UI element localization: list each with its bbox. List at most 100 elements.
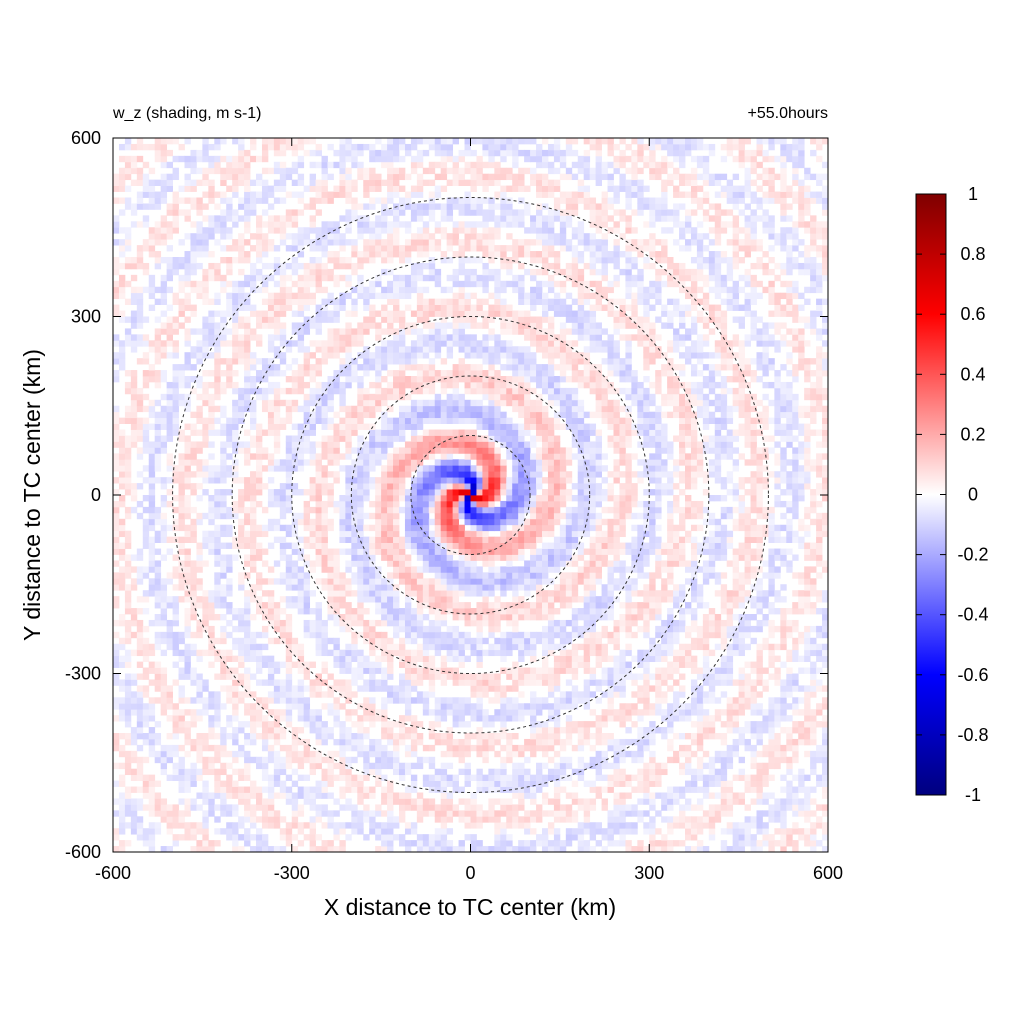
heatmap-cell [434,572,442,579]
heatmap-cell [267,489,275,496]
heatmap-cell [375,572,382,579]
heatmap-cell [470,685,477,692]
heatmap-cell [327,649,334,657]
heatmap-cell [476,435,483,442]
heatmap-cell [345,155,352,163]
heatmap-cell [130,756,138,764]
heatmap-cell [202,423,209,430]
heatmap-cell [476,441,483,448]
heatmap-cell [357,471,364,478]
heatmap-cell [113,185,120,192]
heatmap-cell [238,161,245,169]
heatmap-cell [297,810,305,817]
heatmap-cell [208,697,215,704]
heatmap-cell [470,578,477,585]
heatmap-cell [124,721,132,728]
heatmap-cell [470,167,477,175]
heatmap-cell [178,459,185,466]
heatmap-cell [154,614,162,621]
heatmap-cell [244,179,251,186]
heatmap-cell [232,667,239,674]
heatmap-cell [410,274,418,282]
heatmap-cell [232,709,239,716]
heatmap-cell [148,483,156,490]
heatmap-cell [321,738,328,746]
heatmap-cell [273,637,281,645]
heatmap-cell [291,399,299,407]
heatmap-cell [404,596,412,603]
heatmap-cell [375,352,382,359]
heatmap-cell [321,625,328,633]
heatmap-cell [416,268,424,276]
heatmap-cell [410,423,418,430]
heatmap-cell [375,489,382,496]
heatmap-cell [428,489,436,496]
heatmap-cell [464,352,471,359]
heatmap-cell [256,376,263,383]
heatmap-cell [166,548,173,555]
heatmap-cell [393,619,400,627]
heatmap-cell [244,304,251,311]
heatmap-cell [142,691,150,698]
heatmap-cell [315,387,322,395]
heatmap-cell [220,453,227,460]
heatmap-cell [279,173,287,181]
heatmap-cell [387,298,394,305]
heatmap-cell [393,459,400,466]
heatmap-cell [434,786,442,793]
heatmap-cell [232,346,239,353]
heatmap-cell [410,364,418,371]
heatmap-cell [267,602,275,609]
heatmap-cell [476,679,483,686]
heatmap-cell [273,489,281,496]
heatmap-cell [404,197,412,204]
heatmap-cell [357,167,364,175]
heatmap-cell [232,245,239,252]
heatmap-cell [208,316,215,323]
heatmap-cell [339,381,346,389]
heatmap-cell [142,352,150,359]
heatmap-cell [113,352,120,359]
heatmap-cell [345,667,352,674]
heatmap-cell [357,149,364,157]
heatmap-cell [309,227,316,234]
heatmap-cell [428,560,436,567]
heatmap-cell [261,804,269,811]
heatmap-cell [285,572,293,579]
heatmap-cell [261,376,269,383]
heatmap-cell [464,167,471,175]
heatmap-cell [273,447,281,454]
heatmap-cell [375,738,382,746]
heatmap-cell [470,274,477,282]
heatmap-cell [142,804,150,811]
heatmap-cell [321,417,328,424]
heatmap-cell [351,203,358,210]
heatmap-cell [130,286,138,294]
heatmap-cell [452,179,459,186]
heatmap-cell [291,358,299,365]
heatmap-cell [142,792,150,799]
heatmap-cell [387,471,394,478]
heatmap-cell [387,251,394,258]
heatmap-cell [387,578,394,585]
heatmap-cell [470,566,477,573]
heatmap-cell [124,185,132,192]
heatmap-cell [238,750,245,758]
heatmap-cell [434,465,442,472]
heatmap-cell [452,280,459,288]
heatmap-cell [458,608,465,615]
heatmap-cell [470,334,477,341]
heatmap-cell [190,411,197,419]
heatmap-cell [285,304,293,311]
heatmap-cell [345,483,352,490]
heatmap-cell [399,536,406,543]
heatmap-cell [410,245,418,252]
heatmap-cell [196,554,203,561]
heatmap-cell [399,209,406,216]
heatmap-cell [303,268,311,276]
heatmap-cell [428,161,436,169]
heatmap-cell [410,191,418,198]
heatmap-cell [142,655,150,662]
heatmap-cell [261,715,269,722]
heatmap-cell [303,316,311,323]
